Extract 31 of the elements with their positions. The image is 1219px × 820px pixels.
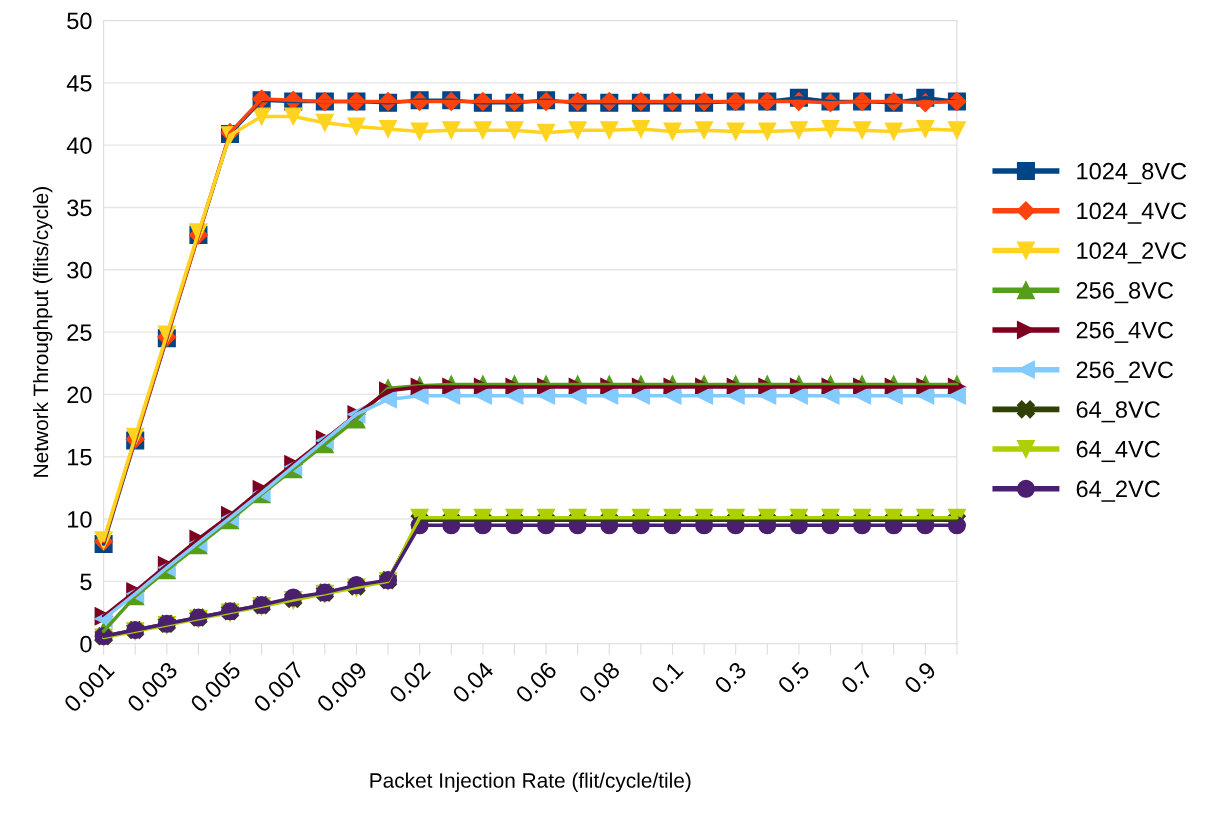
- y-tick-label: 35: [67, 199, 92, 217]
- x-tick-label: 0.5: [776, 660, 811, 695]
- legend-label: 1024_8VC: [1077, 162, 1187, 185]
- x-tick-label: 0.3: [713, 660, 748, 695]
- y-axis-title: Network Throughput (flits/cycle): [32, 187, 53, 477]
- y-tick-label: 10: [68, 511, 92, 528]
- x-tick-label: 0.06: [514, 660, 558, 704]
- x-tick-label: 0.08: [577, 660, 621, 704]
- legend-label: 256_8VC: [1076, 282, 1174, 304]
- y-tick-label: 50: [67, 12, 92, 30]
- legend-label: 64_2VC: [1076, 480, 1160, 502]
- legend-label: 64_8VC: [1076, 401, 1160, 423]
- x-tick-label: 0.1: [650, 660, 684, 695]
- legend-label: 256_4VC: [1076, 321, 1174, 343]
- y-tick-label: 20: [67, 386, 92, 404]
- x-tick-label: 0.02: [388, 660, 432, 704]
- x-tick-label: 0.7: [839, 660, 874, 695]
- x-tick-label: 0.04: [451, 660, 495, 704]
- y-tick-label: 40: [66, 137, 92, 154]
- legend-label: 256_2VC: [1076, 361, 1174, 383]
- x-axis-title: Packet Injection Rate (flit/cycle/tile): [370, 772, 691, 792]
- legend-label: 1024_4VC: [1077, 202, 1187, 224]
- legend-label: 1024_2VC: [1077, 242, 1187, 264]
- y-tick-label: 25: [67, 324, 92, 341]
- y-tick-label: 30: [67, 261, 92, 279]
- y-tick-label: 15: [68, 449, 92, 466]
- x-tick-label: 0.9: [903, 660, 937, 695]
- y-tick-label: 0: [80, 635, 92, 653]
- y-tick-label: 5: [80, 573, 92, 591]
- legend-label: 64_4VC: [1076, 440, 1160, 463]
- y-tick-label: 45: [66, 75, 92, 92]
